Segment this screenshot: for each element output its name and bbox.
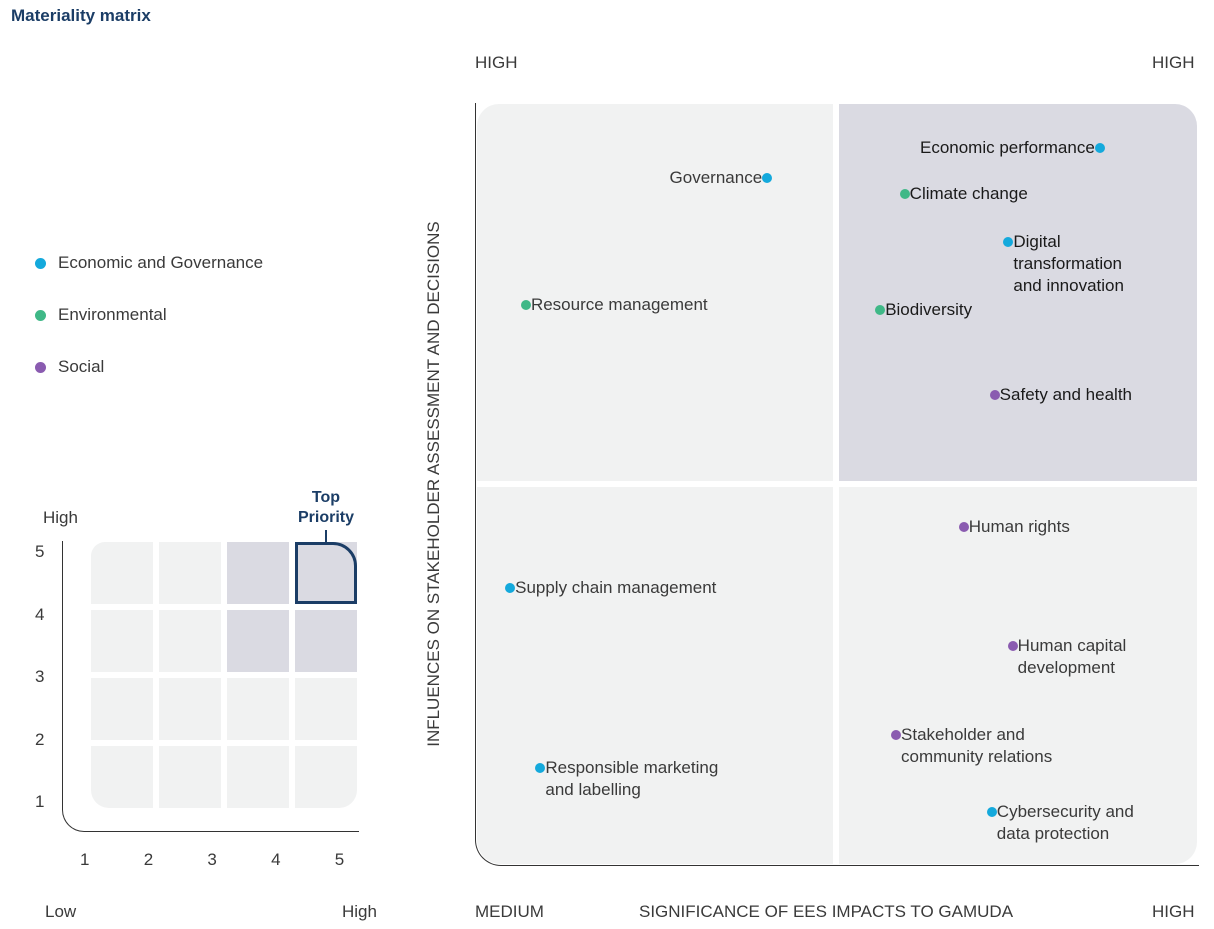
legend-dot-icon (35, 257, 46, 269)
top-priority-leader-line (325, 530, 327, 542)
quadrant-bottom-left (477, 487, 833, 864)
mini-x-label-low: Low (45, 902, 77, 921)
data-point-label: Cybersecurity and data protection (996, 801, 1134, 843)
mini-cell (91, 678, 153, 740)
quadrant-top-right (839, 104, 1197, 481)
top-priority-line2: Priority (297, 509, 354, 526)
data-point: Climate change (888, 183, 1028, 205)
top-priority-label: Top Priority (290, 488, 362, 528)
data-point: Resource management (509, 294, 708, 316)
data-point-marker (1007, 640, 1018, 651)
mini-cell (159, 542, 221, 604)
mini-y-tick: 3 (35, 667, 45, 686)
mini-cell (295, 746, 357, 808)
data-point-label: Digital transformation and innovation (1013, 231, 1124, 295)
mini-y-tick: 5 (35, 542, 45, 561)
data-point: Responsible marketing and labelling (523, 757, 718, 801)
legend-item-economic-governance: Economic and Governance (35, 253, 263, 273)
data-point-marker (520, 300, 531, 311)
data-point-label: Economic performance (919, 138, 1095, 158)
mini-cell (227, 746, 289, 808)
main-axis (475, 103, 1199, 866)
mini-cell (159, 746, 221, 808)
data-point-marker (505, 583, 516, 594)
mini-cell (227, 542, 289, 604)
data-point: Economic performance (920, 137, 1117, 159)
top-priority-line1: Top (311, 489, 341, 506)
legend-dot-icon (35, 309, 46, 321)
mini-x-label-high: High (342, 902, 377, 921)
mini-y-tick: 4 (35, 604, 45, 624)
data-point-marker (762, 173, 773, 184)
y-axis-high-label: HIGH (475, 53, 518, 72)
mini-x-tick: 2 (143, 850, 154, 869)
mini-y-label-high: High (43, 508, 78, 527)
legend-dot-icon (35, 361, 46, 373)
quadrant-bottom-right (839, 487, 1197, 864)
data-point-label: Responsible marketing and labelling (545, 758, 719, 800)
data-point-marker (891, 729, 902, 740)
data-point: Governance (670, 167, 785, 189)
data-point-marker (986, 806, 997, 817)
y-axis-title: INFLUENCES ON STAKEHOLDER ASSESSMENT AND… (424, 221, 443, 747)
mini-x-tick: 1 (80, 850, 90, 869)
mini-cell (159, 610, 221, 672)
mini-cell (159, 678, 221, 740)
data-point: Biodiversity (863, 299, 972, 321)
data-point-marker (535, 763, 546, 774)
data-point: Human capital development (996, 635, 1127, 679)
data-point-label: Stakeholder and community relations (901, 724, 1053, 766)
mini-cell (227, 678, 289, 740)
mini-axis (62, 541, 359, 832)
mini-x-tick: 5 (334, 850, 345, 869)
data-point-label: Human capital development (1017, 635, 1127, 677)
data-point-marker (1003, 236, 1014, 247)
mini-cell (91, 542, 153, 604)
data-point-label: Resource management (530, 295, 708, 315)
data-point: Cybersecurity and data protection (975, 801, 1134, 845)
mini-cell (91, 746, 153, 808)
data-point-label: Climate change (909, 183, 1028, 203)
top-right-high-label: HIGH (1152, 53, 1195, 72)
data-point-marker (899, 188, 910, 199)
mini-cell (227, 610, 289, 672)
data-point-marker (875, 304, 886, 315)
legend-label: Environmental (58, 305, 167, 324)
mini-cell (295, 678, 357, 740)
data-point: Safety and health (978, 384, 1132, 406)
x-axis-high-label: HIGH (1152, 902, 1195, 921)
data-point-marker (989, 390, 1000, 401)
x-axis-medium-label: MEDIUM (475, 902, 544, 921)
mini-cell (295, 610, 357, 672)
page-title: Materiality matrix (11, 6, 151, 25)
data-point-label: Safety and health (999, 385, 1132, 405)
mini-x-tick: 3 (207, 850, 217, 869)
x-axis-title: SIGNIFICANCE OF EES IMPACTS TO GAMUDA (639, 902, 1014, 921)
mini-cell (91, 610, 153, 672)
data-point: Human rights (947, 516, 1070, 538)
data-point-label: Biodiversity (885, 299, 973, 319)
legend-item-environmental: Environmental (35, 305, 167, 325)
data-point: Supply chain management (493, 577, 716, 599)
legend-item-social: Social (35, 357, 104, 377)
data-point-marker (958, 522, 969, 533)
legend-label: Economic and Governance (58, 253, 264, 272)
top-priority-cell (295, 542, 357, 604)
mini-y-tick: 2 (35, 729, 45, 749)
data-point-marker (1094, 143, 1105, 154)
legend-label: Social (58, 357, 105, 376)
data-point: Digital transformation and innovation (991, 231, 1124, 297)
data-point-label: Human rights (968, 517, 1070, 537)
data-point-label: Supply chain management (515, 578, 717, 598)
quadrant-top-left (477, 104, 833, 481)
data-point-label: Governance (669, 168, 763, 188)
mini-y-tick: 1 (35, 792, 45, 811)
mini-x-tick: 4 (271, 850, 281, 869)
data-point: Stakeholder and community relations (879, 724, 1052, 768)
